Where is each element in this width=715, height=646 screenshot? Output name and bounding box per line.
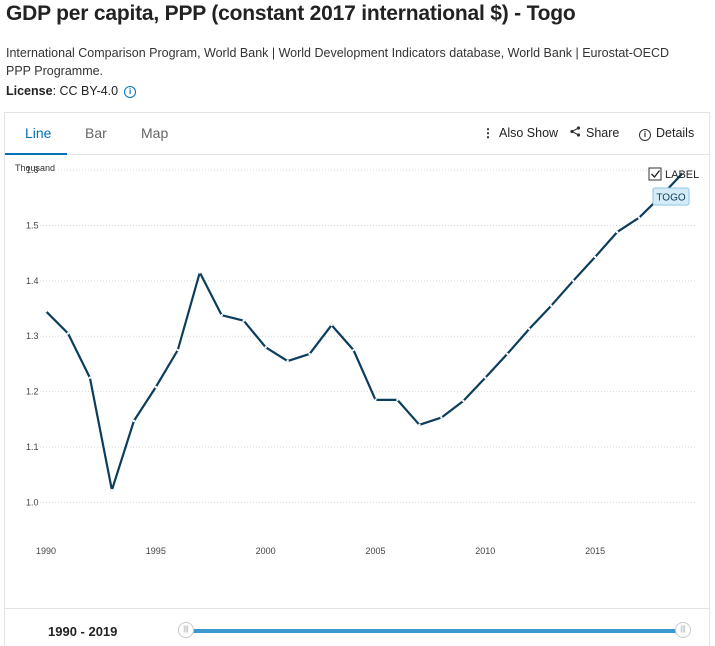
x-tick-label: 1990 (36, 546, 56, 556)
data-point[interactable] (418, 423, 421, 426)
data-point[interactable] (528, 327, 531, 331)
data-point[interactable] (176, 348, 179, 352)
data-point[interactable] (286, 359, 289, 363)
data-point[interactable] (637, 216, 641, 219)
y-tick-label: 1.2 (26, 387, 39, 397)
series-end-label: TOGO (652, 187, 690, 206)
data-point[interactable] (484, 376, 487, 379)
data-point[interactable] (352, 348, 355, 352)
data-point[interactable] (88, 376, 92, 379)
data-point[interactable] (681, 171, 685, 175)
y-axis: 1.0 1.1 1.2 1.3 1.4 1.5 1.6 (26, 165, 39, 507)
y-unit-label: Thousand (15, 163, 55, 173)
y-tick-label: 1.4 (26, 276, 39, 286)
active-tab-indicator (5, 153, 67, 155)
chart-grid (40, 169, 696, 503)
data-point[interactable] (462, 399, 465, 403)
data-point[interactable] (110, 488, 114, 492)
data-point[interactable] (264, 346, 267, 349)
share-button[interactable]: Share (570, 126, 619, 140)
chart-tabbar: Line Bar Map ⋮ Also Show Share i Details (5, 113, 709, 155)
data-point[interactable] (220, 313, 223, 317)
chart-panel: Line Bar Map ⋮ Also Show Share i Details (4, 112, 710, 646)
y-tick-label: 1.5 (26, 220, 39, 230)
range-start-handle[interactable]: ||| (178, 622, 194, 638)
license-label: License (6, 84, 53, 98)
license-value: : CC BY-4.0 (52, 84, 119, 98)
x-tick-label: 2005 (365, 546, 385, 556)
details-info-icon: i (639, 129, 651, 141)
series-name-label: TOGO (656, 193, 685, 204)
data-point[interactable] (571, 279, 575, 283)
data-point[interactable] (550, 304, 553, 307)
x-tick-label: 2015 (585, 546, 605, 556)
year-range-slider-track[interactable] (186, 629, 683, 633)
data-point[interactable] (308, 352, 311, 356)
data-point[interactable] (396, 398, 399, 402)
details-button[interactable]: i Details (639, 126, 694, 141)
share-label: Share (586, 126, 620, 140)
also-show-button[interactable]: ⋮ Also Show (482, 126, 558, 140)
license-line: License: CC BY-4.0 i (6, 84, 137, 98)
series-points (44, 171, 685, 492)
also-show-label: Also Show (499, 126, 559, 140)
data-point[interactable] (506, 352, 509, 356)
source-text: International Comparison Program, World … (6, 46, 670, 78)
data-point[interactable] (615, 230, 619, 234)
footer-divider (4, 608, 710, 609)
data-point[interactable] (132, 419, 136, 423)
page-title: GDP per capita, PPP (constant 2017 inter… (6, 2, 576, 25)
y-tick-label: 1.3 (26, 331, 39, 341)
more-vertical-icon: ⋮ (482, 126, 494, 140)
data-point[interactable] (242, 319, 245, 322)
x-axis: 1990 1995 2000 2005 2010 2015 (36, 546, 605, 556)
data-point[interactable] (374, 398, 377, 402)
share-icon (570, 126, 581, 140)
tab-map[interactable]: Map (141, 125, 169, 141)
data-point[interactable] (440, 416, 443, 419)
label-checkbox[interactable] (648, 167, 662, 181)
y-tick-label: 1.1 (26, 442, 39, 452)
info-icon[interactable]: i (124, 86, 137, 98)
data-point[interactable] (44, 310, 48, 313)
details-label: Details (656, 126, 695, 140)
series-line-togo (45, 172, 684, 492)
tab-bar[interactable]: Bar (85, 125, 107, 141)
x-tick-label: 1995 (146, 546, 166, 556)
year-range-label: 1990 - 2019 (48, 624, 118, 639)
data-point[interactable] (154, 385, 158, 389)
range-end-handle[interactable]: ||| (675, 622, 691, 638)
data-point[interactable] (198, 271, 201, 274)
line-chart: Thousand 1.0 1.1 1.2 1.3 1.4 1.5 1.6 1990 1995 2… (15, 163, 699, 556)
data-point[interactable] (66, 332, 70, 335)
check-icon (651, 170, 661, 179)
label-toggle-text: LABEL (665, 169, 699, 181)
data-point[interactable] (330, 323, 333, 327)
label-toggle[interactable]: LABEL (648, 167, 699, 181)
data-point[interactable] (593, 255, 597, 259)
tab-line[interactable]: Line (25, 125, 52, 141)
x-tick-label: 2010 (475, 546, 495, 556)
y-tick-label: 1.6 (26, 165, 39, 175)
x-tick-label: 2000 (256, 546, 276, 556)
y-tick-label: 1.0 (26, 497, 39, 507)
